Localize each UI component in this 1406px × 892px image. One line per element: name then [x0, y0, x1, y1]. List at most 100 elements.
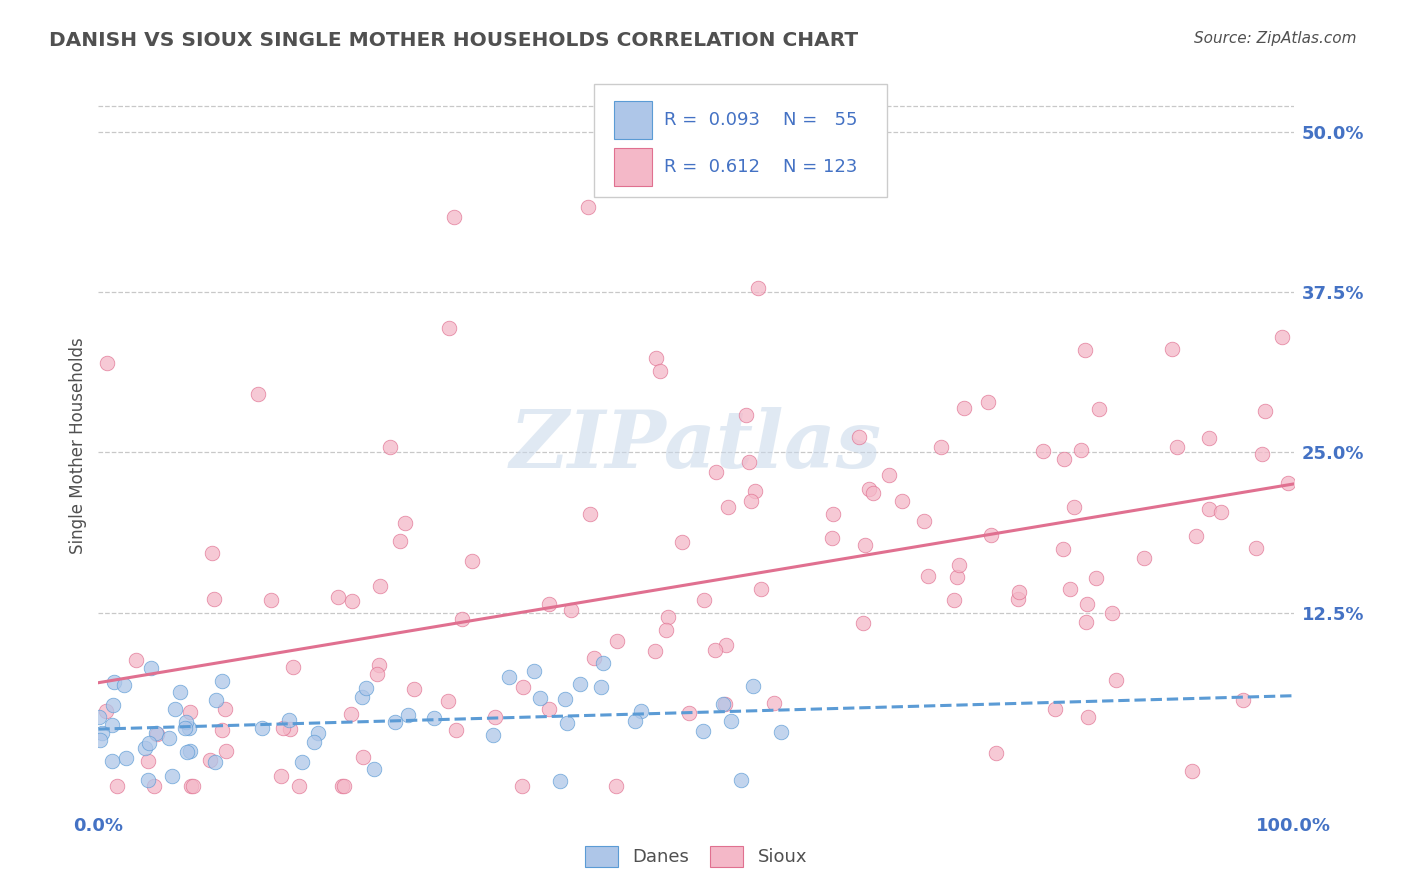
FancyBboxPatch shape: [613, 147, 652, 186]
Point: [204, 756, 226, 770]
Point: [744, 483, 766, 498]
Point: [583, 651, 606, 665]
Point: [606, 634, 628, 648]
Point: [1198, 431, 1220, 445]
Point: [538, 702, 561, 716]
Point: [169, 685, 191, 699]
Point: [741, 679, 763, 693]
Point: [330, 779, 353, 793]
Point: [1161, 343, 1184, 357]
Point: [307, 726, 329, 740]
Point: [200, 753, 222, 767]
Point: [529, 691, 551, 706]
Point: [655, 624, 678, 638]
Point: [89, 732, 111, 747]
Point: [90, 726, 112, 740]
Point: [576, 200, 599, 214]
Point: [211, 723, 233, 737]
Point: [569, 677, 592, 691]
Point: [181, 779, 204, 793]
Point: [101, 718, 124, 732]
Point: [853, 538, 876, 552]
Point: [138, 736, 160, 750]
Point: [1045, 701, 1067, 715]
Point: [650, 363, 672, 377]
Point: [1209, 505, 1232, 519]
Point: [436, 694, 458, 708]
Point: [1277, 476, 1299, 491]
Point: [287, 779, 309, 793]
Point: [1251, 447, 1274, 461]
Point: [720, 714, 742, 728]
Point: [278, 723, 301, 737]
Point: [977, 395, 1000, 409]
Point: [512, 681, 534, 695]
Point: [157, 731, 180, 746]
Point: [1254, 403, 1277, 417]
Point: [560, 603, 582, 617]
Point: [96, 356, 118, 370]
Point: [202, 591, 225, 606]
Point: [1101, 607, 1123, 621]
Point: [1232, 693, 1254, 707]
Point: [704, 465, 727, 479]
Point: [1032, 444, 1054, 458]
Point: [538, 598, 561, 612]
Point: [402, 682, 425, 697]
Point: [852, 616, 875, 631]
Point: [644, 643, 666, 657]
Point: [174, 714, 197, 729]
Point: [1088, 401, 1111, 416]
Point: [1070, 442, 1092, 457]
Point: [270, 769, 292, 783]
Point: [201, 546, 224, 560]
Point: [763, 696, 786, 710]
Point: [484, 710, 506, 724]
Point: [1008, 584, 1031, 599]
Point: [291, 755, 314, 769]
Point: [730, 772, 752, 787]
Point: [769, 725, 792, 739]
Point: [579, 507, 602, 521]
Point: [96, 704, 118, 718]
Point: [630, 705, 652, 719]
Point: [160, 769, 183, 783]
Point: [1181, 764, 1204, 779]
Point: [953, 401, 976, 416]
Point: [692, 724, 714, 739]
Point: [482, 728, 505, 742]
Point: [735, 408, 758, 422]
Point: [246, 387, 269, 401]
Point: [1052, 542, 1074, 557]
Text: R =  0.093    N =   55: R = 0.093 N = 55: [664, 111, 858, 128]
Point: [114, 750, 136, 764]
Point: [443, 210, 465, 224]
Point: [163, 702, 186, 716]
Point: [717, 500, 740, 514]
Point: [1059, 582, 1081, 596]
Point: [179, 705, 201, 719]
Point: [340, 706, 363, 721]
Point: [461, 554, 484, 568]
Text: ZIPatlas: ZIPatlas: [510, 408, 882, 484]
Point: [101, 698, 124, 712]
Point: [1185, 529, 1208, 543]
Point: [145, 726, 167, 740]
Point: [146, 727, 169, 741]
Point: [143, 779, 166, 793]
Point: [215, 743, 238, 757]
Text: R =  0.612    N = 123: R = 0.612 N = 123: [664, 158, 858, 176]
Point: [693, 593, 716, 607]
Point: [384, 714, 406, 729]
Point: [179, 743, 201, 757]
Point: [134, 741, 156, 756]
Point: [917, 569, 939, 583]
Point: [738, 454, 761, 468]
Point: [986, 747, 1008, 761]
Point: [605, 779, 627, 793]
Point: [352, 750, 374, 764]
Point: [283, 659, 305, 673]
Point: [657, 610, 679, 624]
Legend: Danes, Sioux: Danes, Sioux: [576, 837, 815, 876]
Point: [259, 592, 281, 607]
